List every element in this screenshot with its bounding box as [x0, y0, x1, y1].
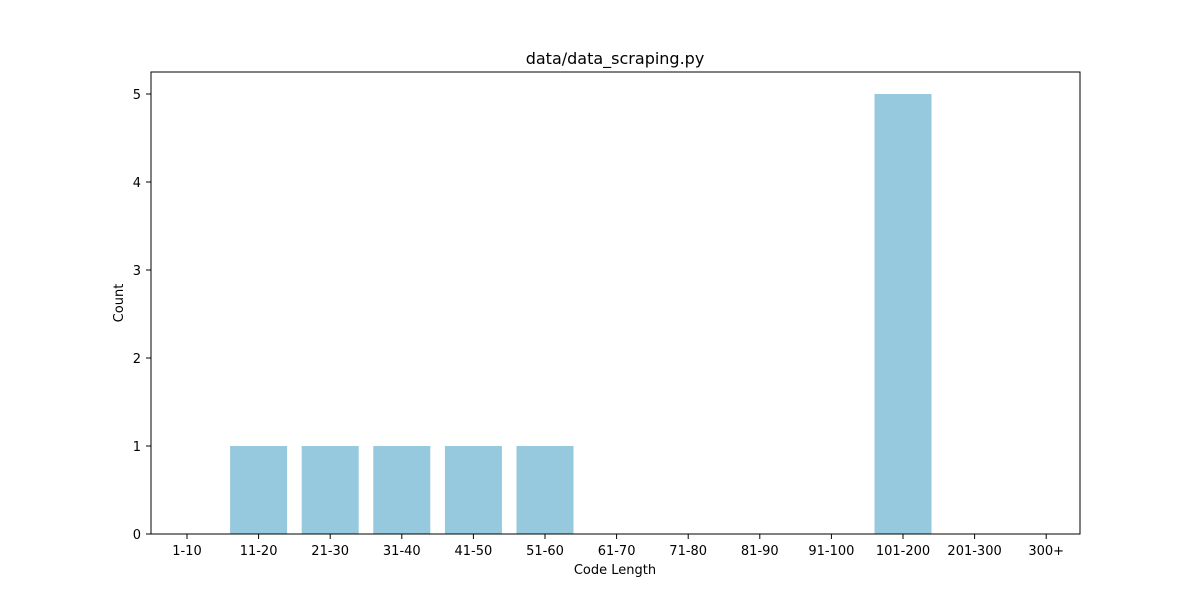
bar-51-60: [517, 446, 574, 534]
x-axis-label: Code Length: [574, 563, 656, 578]
chart-title: data/data_scraping.py: [526, 49, 705, 69]
x-tick-label-1-10: 1-10: [172, 544, 202, 559]
x-tick-label-31-40: 31-40: [383, 544, 421, 559]
y-axis-label: Count: [112, 284, 127, 323]
y-tick-label-4: 4: [133, 176, 141, 191]
bar-21-30: [302, 446, 359, 534]
x-axis-ticks: 1-10 11-20 21-30 31-40 41-50 51-60 61-70 71-80 8…: [172, 534, 1064, 559]
x-tick-label-201-300: 201-300: [947, 544, 1001, 559]
x-tick-label-41-50: 41-50: [455, 544, 493, 559]
y-tick-label-3: 3: [133, 264, 141, 279]
x-tick-label-61-70: 61-70: [598, 544, 636, 559]
y-tick-label-0: 0: [133, 528, 141, 543]
x-tick-label-81-90: 81-90: [741, 544, 779, 559]
y-axis-ticks: 0 1 2 3 4 5: [133, 88, 151, 543]
bar-101-200: [875, 94, 932, 534]
bars-layer: [230, 94, 931, 534]
y-tick-label-1: 1: [133, 440, 141, 455]
x-tick-label-21-30: 21-30: [311, 544, 349, 559]
bar-11-20: [230, 446, 287, 534]
x-tick-label-11-20: 11-20: [240, 544, 278, 559]
x-tick-label-91-100: 91-100: [808, 544, 854, 559]
x-tick-label-71-80: 71-80: [669, 544, 707, 559]
bar-41-50: [445, 446, 502, 534]
bar-31-40: [373, 446, 430, 534]
x-tick-label-51-60: 51-60: [526, 544, 564, 559]
x-tick-label-300: 300+: [1028, 544, 1064, 559]
plot-frame: [151, 72, 1080, 534]
y-tick-label-2: 2: [133, 352, 141, 367]
x-tick-label-101-200: 101-200: [876, 544, 930, 559]
y-tick-label-5: 5: [133, 88, 141, 103]
